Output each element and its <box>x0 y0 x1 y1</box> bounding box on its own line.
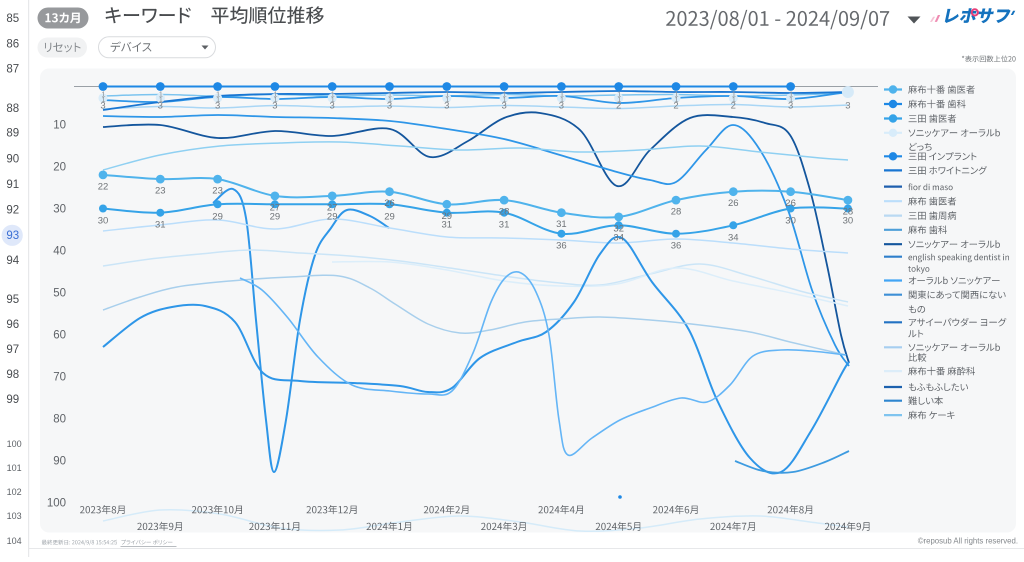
svg-text:40: 40 <box>53 246 66 258</box>
svg-text:1: 1 <box>560 95 564 104</box>
svg-text:3: 3 <box>272 101 277 112</box>
svg-text:1: 1 <box>216 90 220 99</box>
svg-text:100: 100 <box>7 439 22 449</box>
svg-text:1: 1 <box>445 90 449 99</box>
svg-text:30: 30 <box>53 204 66 216</box>
svg-text:3: 3 <box>845 101 850 112</box>
svg-text:89: 89 <box>6 128 19 140</box>
svg-text:1: 1 <box>273 95 277 104</box>
svg-text:92: 92 <box>6 205 19 217</box>
svg-text:1: 1 <box>503 90 507 99</box>
svg-text:28: 28 <box>843 207 854 218</box>
svg-text:3: 3 <box>387 101 392 112</box>
svg-text:98: 98 <box>6 369 19 381</box>
svg-text:99: 99 <box>6 394 19 406</box>
svg-text:29: 29 <box>384 211 395 222</box>
svg-text:31: 31 <box>556 219 567 230</box>
svg-text:28: 28 <box>499 207 510 218</box>
svg-text:27: 27 <box>270 202 281 213</box>
svg-text:86: 86 <box>6 39 19 51</box>
svg-text:3: 3 <box>100 101 105 112</box>
svg-text:70: 70 <box>53 372 66 384</box>
svg-text:36: 36 <box>671 241 682 252</box>
svg-text:30: 30 <box>843 216 854 227</box>
svg-text:27: 27 <box>327 202 338 213</box>
svg-text:95: 95 <box>6 294 19 306</box>
svg-text:3: 3 <box>501 101 506 112</box>
svg-text:1: 1 <box>674 90 678 99</box>
svg-text:1: 1 <box>216 95 220 104</box>
svg-text:36: 36 <box>556 241 567 252</box>
svg-text:3: 3 <box>788 101 793 112</box>
svg-text:1: 1 <box>789 95 793 104</box>
svg-text:94: 94 <box>6 255 19 267</box>
svg-text:87: 87 <box>6 64 19 76</box>
svg-text:26: 26 <box>384 198 395 209</box>
svg-text:1: 1 <box>732 90 736 99</box>
svg-text:29: 29 <box>442 211 453 222</box>
svg-text:32: 32 <box>613 223 624 234</box>
svg-text:1: 1 <box>445 95 449 104</box>
svg-text:26: 26 <box>785 198 796 209</box>
svg-text:102: 102 <box>7 487 22 497</box>
svg-text:31: 31 <box>499 220 510 231</box>
svg-text:1: 1 <box>674 95 678 104</box>
svg-text:93: 93 <box>6 230 19 242</box>
svg-text:91: 91 <box>6 179 19 191</box>
svg-text:30: 30 <box>785 216 796 227</box>
svg-text:1: 1 <box>388 95 392 104</box>
svg-text:1: 1 <box>617 90 621 99</box>
svg-text:97: 97 <box>6 344 19 356</box>
svg-text:2: 2 <box>673 101 678 112</box>
svg-text:1: 1 <box>732 95 736 104</box>
svg-text:34: 34 <box>613 232 624 243</box>
svg-text:22: 22 <box>98 181 109 192</box>
svg-text:3: 3 <box>215 101 220 112</box>
svg-text:1: 1 <box>388 90 392 99</box>
svg-text:3: 3 <box>444 101 449 112</box>
svg-text:1: 1 <box>503 95 507 104</box>
svg-text:1: 1 <box>331 90 335 99</box>
svg-text:23: 23 <box>212 186 223 197</box>
svg-text:3: 3 <box>559 101 564 112</box>
svg-text:85: 85 <box>6 13 19 25</box>
svg-text:101: 101 <box>7 463 22 473</box>
svg-text:29: 29 <box>327 211 338 222</box>
svg-text:80: 80 <box>53 414 66 426</box>
svg-text:100: 100 <box>47 498 66 510</box>
svg-text:1: 1 <box>101 90 105 99</box>
svg-text:26: 26 <box>728 198 739 209</box>
svg-text:1: 1 <box>331 95 335 104</box>
svg-text:104: 104 <box>7 536 22 546</box>
svg-text:10: 10 <box>53 120 66 132</box>
svg-text:23: 23 <box>155 186 166 197</box>
svg-text:3: 3 <box>330 101 335 112</box>
svg-text:2: 2 <box>731 101 736 112</box>
svg-text:1: 1 <box>159 95 163 104</box>
svg-text:28: 28 <box>671 207 682 218</box>
svg-text:©reposub All rights reserved.: ©reposub All rights reserved. <box>918 537 1018 546</box>
svg-text:90: 90 <box>53 456 66 468</box>
svg-text:1: 1 <box>560 90 564 99</box>
svg-text:29: 29 <box>270 211 281 222</box>
svg-text:34: 34 <box>728 232 739 243</box>
svg-text:1: 1 <box>789 90 793 99</box>
svg-text:1: 1 <box>617 95 621 104</box>
svg-text:50: 50 <box>53 288 66 300</box>
svg-text:29: 29 <box>212 211 223 222</box>
svg-text:1: 1 <box>159 90 163 99</box>
svg-text:20: 20 <box>53 162 66 174</box>
svg-text:1: 1 <box>273 90 277 99</box>
svg-text:88: 88 <box>6 103 19 115</box>
svg-text:2: 2 <box>616 101 621 112</box>
svg-text:31: 31 <box>155 220 166 231</box>
svg-text:1: 1 <box>101 95 105 104</box>
svg-text:31: 31 <box>442 220 453 231</box>
svg-text:30: 30 <box>98 216 109 227</box>
svg-text:60: 60 <box>53 330 66 342</box>
svg-text:96: 96 <box>6 319 19 331</box>
svg-text:90: 90 <box>6 153 19 165</box>
svg-text:3: 3 <box>158 101 163 112</box>
svg-text:103: 103 <box>7 511 22 521</box>
